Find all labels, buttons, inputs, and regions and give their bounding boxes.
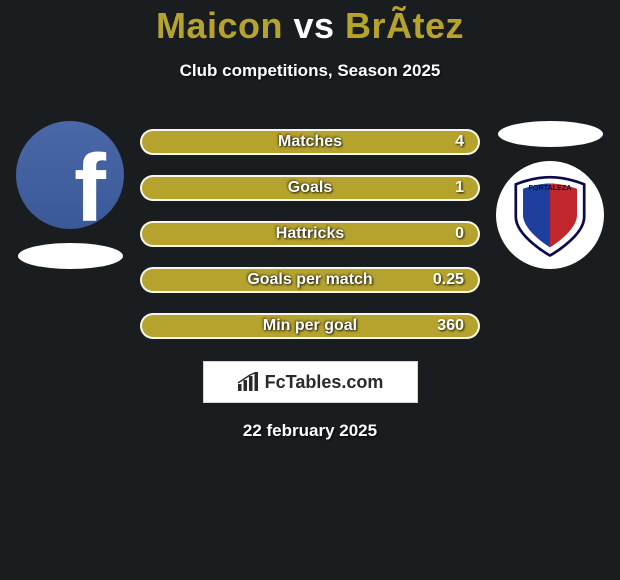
stat-label: Hattricks: [276, 225, 344, 243]
player1-badge: f: [16, 121, 124, 229]
stat-bars: Matches 4 Goals 1 Hattricks 0 Goals per …: [140, 121, 480, 339]
subtitle: Club competitions, Season 2025: [180, 61, 441, 81]
svg-text:FORTALEZA: FORTALEZA: [529, 183, 572, 192]
date-text: 22 february 2025: [243, 421, 377, 441]
player1-shadow-oval: [18, 243, 123, 269]
stat-label: Min per goal: [263, 317, 357, 335]
stat-bar: Hattricks 0: [140, 221, 480, 247]
stat-right-value: 1: [455, 179, 464, 197]
player1-name: Maicon: [156, 5, 283, 46]
player2-badge: FORTALEZA: [496, 161, 604, 269]
stat-right-value: 4: [455, 133, 464, 151]
brand-prefix: Fc: [265, 372, 286, 392]
stat-bar: Matches 4: [140, 129, 480, 155]
stat-bar: Goals 1: [140, 175, 480, 201]
facebook-f-icon: f: [74, 141, 106, 229]
brand-text: FcTables.com: [265, 372, 384, 393]
mid-section: f Matches 4 Goals 1 Hattricks 0 Go: [0, 121, 620, 339]
right-side: FORTALEZA: [485, 121, 615, 269]
vs-text: vs: [293, 5, 334, 46]
stat-label: Matches: [278, 133, 342, 151]
stat-right-value: 0: [455, 225, 464, 243]
player2-shadow-oval: [498, 121, 603, 147]
stat-bar: Min per goal 360: [140, 313, 480, 339]
stat-label: Goals per match: [247, 271, 372, 289]
stat-label: Goals: [288, 179, 332, 197]
comparison-card: Maicon vs BrÃ­tez Club competitions, Sea…: [0, 0, 620, 441]
stat-right-value: 0.25: [433, 271, 464, 289]
brand-logo: FcTables.com: [203, 361, 418, 403]
title: Maicon vs BrÃ­tez: [156, 5, 464, 47]
stat-right-value: 360: [437, 317, 464, 335]
bar-chart-icon: [237, 372, 259, 392]
left-side: f: [5, 121, 135, 269]
brand-suffix: Tables.com: [286, 372, 384, 392]
fortaleza-crest-icon: FORTALEZA: [505, 170, 595, 260]
player2-name: BrÃ­tez: [345, 5, 464, 46]
stat-bar: Goals per match 0.25: [140, 267, 480, 293]
